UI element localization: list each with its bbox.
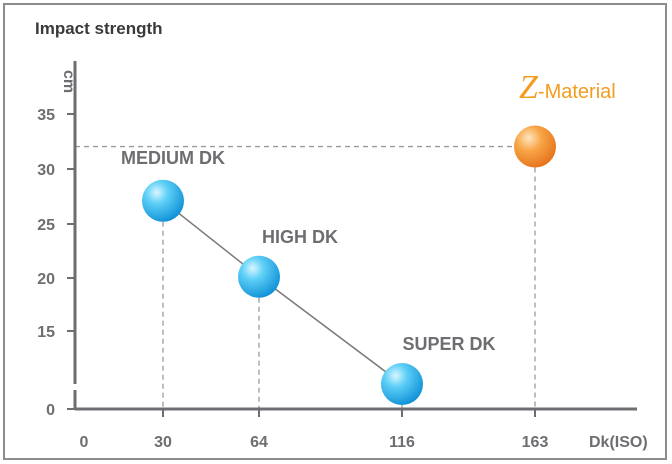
axes [71, 61, 637, 411]
chart-frame: Impact strength cm Dk(ISO) Z-Material 0 1… [3, 3, 667, 460]
x-tick-label-1: 30 [154, 434, 172, 451]
x-tick-label-4: 163 [522, 434, 549, 451]
y-tick-label-0: 0 [46, 402, 55, 419]
data-points [142, 125, 556, 405]
z-material-suffix: -Material [538, 81, 616, 103]
x-tick-label-3: 116 [389, 434, 415, 451]
y-tick-label-5: 35 [37, 107, 55, 124]
x-tick-label-0: 0 [80, 434, 89, 451]
data-point-0-0 [142, 179, 184, 222]
y-tick-label-1: 15 [37, 324, 55, 341]
x-axis-label: Dk(ISO) [589, 434, 648, 451]
chart-title: Impact strength [35, 19, 163, 38]
y-tick-label-3: 25 [37, 217, 55, 234]
point-label-0-1: HIGH DK [262, 227, 338, 247]
y-axis-break [71, 384, 79, 390]
z-letter: Z [519, 69, 539, 106]
data-point-0-2 [381, 363, 423, 405]
ticks: 0 15 20 25 30 35 0 30 64 116 163 [37, 107, 548, 451]
point-labels: MEDIUM DK HIGH DK SUPER DK [121, 148, 496, 354]
point-label-0-0: MEDIUM DK [121, 148, 225, 168]
y-axis-label: cm [60, 70, 77, 93]
z-material-legend: Z-Material [519, 69, 616, 106]
data-point-1-0 [514, 125, 556, 168]
y-tick-label-2: 20 [37, 271, 55, 288]
guide-lines [75, 145, 536, 409]
data-point-0-1 [238, 255, 280, 298]
impact-strength-chart: Impact strength cm Dk(ISO) Z-Material 0 1… [35, 19, 648, 451]
x-tick-label-2: 64 [250, 434, 268, 451]
point-label-0-2: SUPER DK [402, 334, 495, 354]
y-tick-label-4: 30 [37, 162, 55, 179]
